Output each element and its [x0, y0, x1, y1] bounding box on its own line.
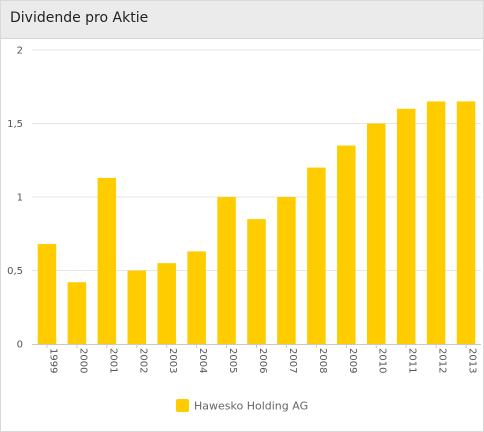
- x-tick-label: 2001: [107, 348, 118, 373]
- x-tick-label: 2006: [257, 348, 268, 373]
- x-tick-label: 1999: [47, 348, 58, 373]
- x-tick-label: 2009: [347, 348, 358, 373]
- chart-title: Dividende pro Aktie: [10, 10, 149, 26]
- legend-label: Hawesko Holding AG: [194, 400, 308, 413]
- bar: [337, 145, 356, 344]
- bar: [67, 282, 87, 344]
- y-tick-label: 0: [17, 340, 23, 351]
- x-tick-label: 2013: [467, 348, 478, 373]
- y-tick-label: 2: [17, 46, 23, 57]
- x-tick-label: 2002: [137, 348, 148, 373]
- x-tick-label: 2012: [437, 348, 448, 373]
- x-tick-label: 2005: [227, 348, 238, 373]
- x-tick-label: 2003: [167, 348, 178, 373]
- legend-swatch: [176, 399, 189, 412]
- bar: [426, 101, 446, 344]
- legend: Hawesko Holding AG: [176, 399, 308, 413]
- bar: [127, 270, 147, 344]
- bar: [187, 251, 206, 344]
- x-tick-label: 2010: [377, 348, 388, 373]
- bar: [307, 167, 326, 344]
- x-tick-label: 2008: [317, 348, 328, 373]
- x-tick-label: 2004: [197, 348, 208, 373]
- x-tick-label: 2011: [407, 348, 418, 373]
- bar: [366, 123, 386, 344]
- y-tick-label: 1,5: [7, 119, 23, 130]
- y-tick-label: 0,5: [7, 266, 23, 277]
- x-tick-label: 2000: [77, 348, 88, 373]
- bar: [97, 177, 117, 344]
- bar: [277, 197, 296, 344]
- bar: [396, 108, 416, 344]
- bar: [37, 244, 57, 344]
- bar: [217, 197, 236, 344]
- bar: [157, 263, 176, 344]
- chart-header: Dividende pro Aktie: [1, 1, 483, 39]
- bar: [247, 219, 266, 344]
- y-tick-label: 1: [17, 193, 23, 204]
- bar: [456, 101, 476, 344]
- x-tick-label: 2007: [287, 348, 298, 373]
